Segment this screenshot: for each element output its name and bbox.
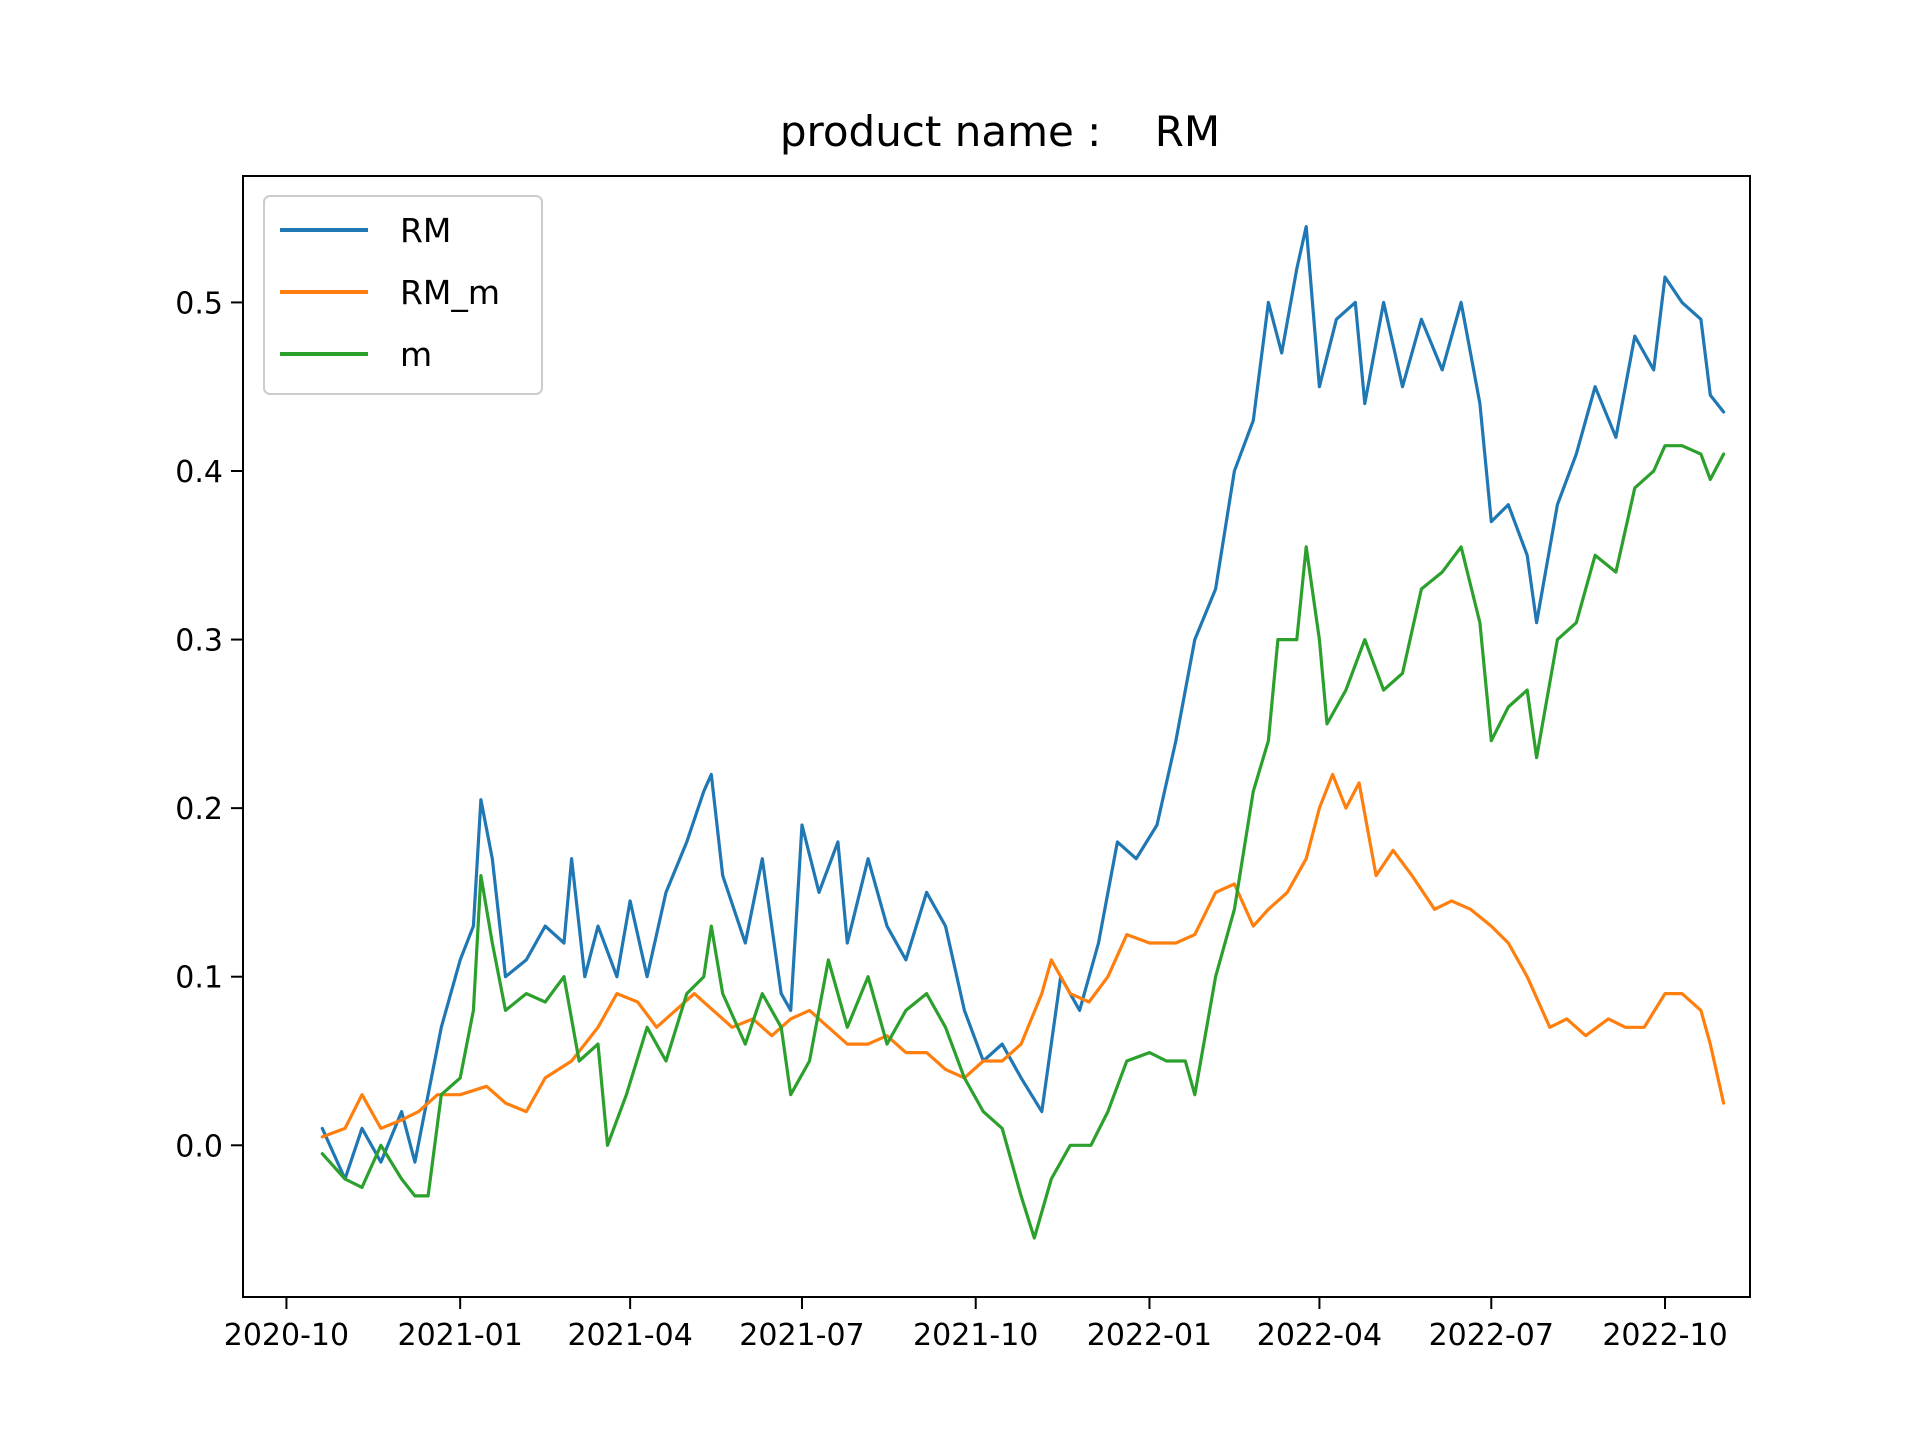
legend-label: RM_m — [400, 273, 500, 312]
x-tick-label: 2022-10 — [1602, 1318, 1727, 1353]
x-tick-label: 2022-01 — [1087, 1318, 1212, 1353]
legend-label: m — [400, 335, 432, 374]
legend-label: RM — [400, 211, 451, 250]
y-tick-label: 0.2 — [175, 792, 223, 827]
x-tick-label: 2021-10 — [913, 1318, 1038, 1353]
series-line-rm — [320, 225, 1726, 1181]
series-line-m — [320, 444, 1726, 1240]
y-tick-label: 0.3 — [175, 624, 223, 659]
series-line-rm-m — [320, 772, 1726, 1139]
legend-box — [263, 195, 543, 395]
y-tick-label: 0.5 — [175, 286, 223, 321]
x-tick-label: 2021-01 — [397, 1318, 522, 1353]
x-tick-label: 2020-10 — [224, 1318, 349, 1353]
x-tick-label: 2022-07 — [1429, 1318, 1554, 1353]
x-tick-label: 2022-04 — [1257, 1318, 1382, 1353]
y-tick-label: 0.1 — [175, 961, 223, 996]
chart-title: product name : RM — [780, 107, 1220, 156]
plot-area-frame — [242, 175, 1751, 1298]
x-tick-label: 2021-04 — [567, 1318, 692, 1353]
legend: RM RM_mm — [263, 195, 543, 395]
y-tick-label: 0.4 — [175, 455, 223, 490]
y-axis: 0.0 0.1 0.2 0.3 0.4 0.5 — [175, 286, 243, 1164]
y-tick-label: 0.0 — [175, 1129, 223, 1164]
x-axis: 2020-10 2021-01 2021-04 2021-07 2021-10 2022-… — [224, 1297, 1728, 1353]
series-layer — [320, 225, 1726, 1240]
x-tick-label: 2021-07 — [739, 1318, 864, 1353]
